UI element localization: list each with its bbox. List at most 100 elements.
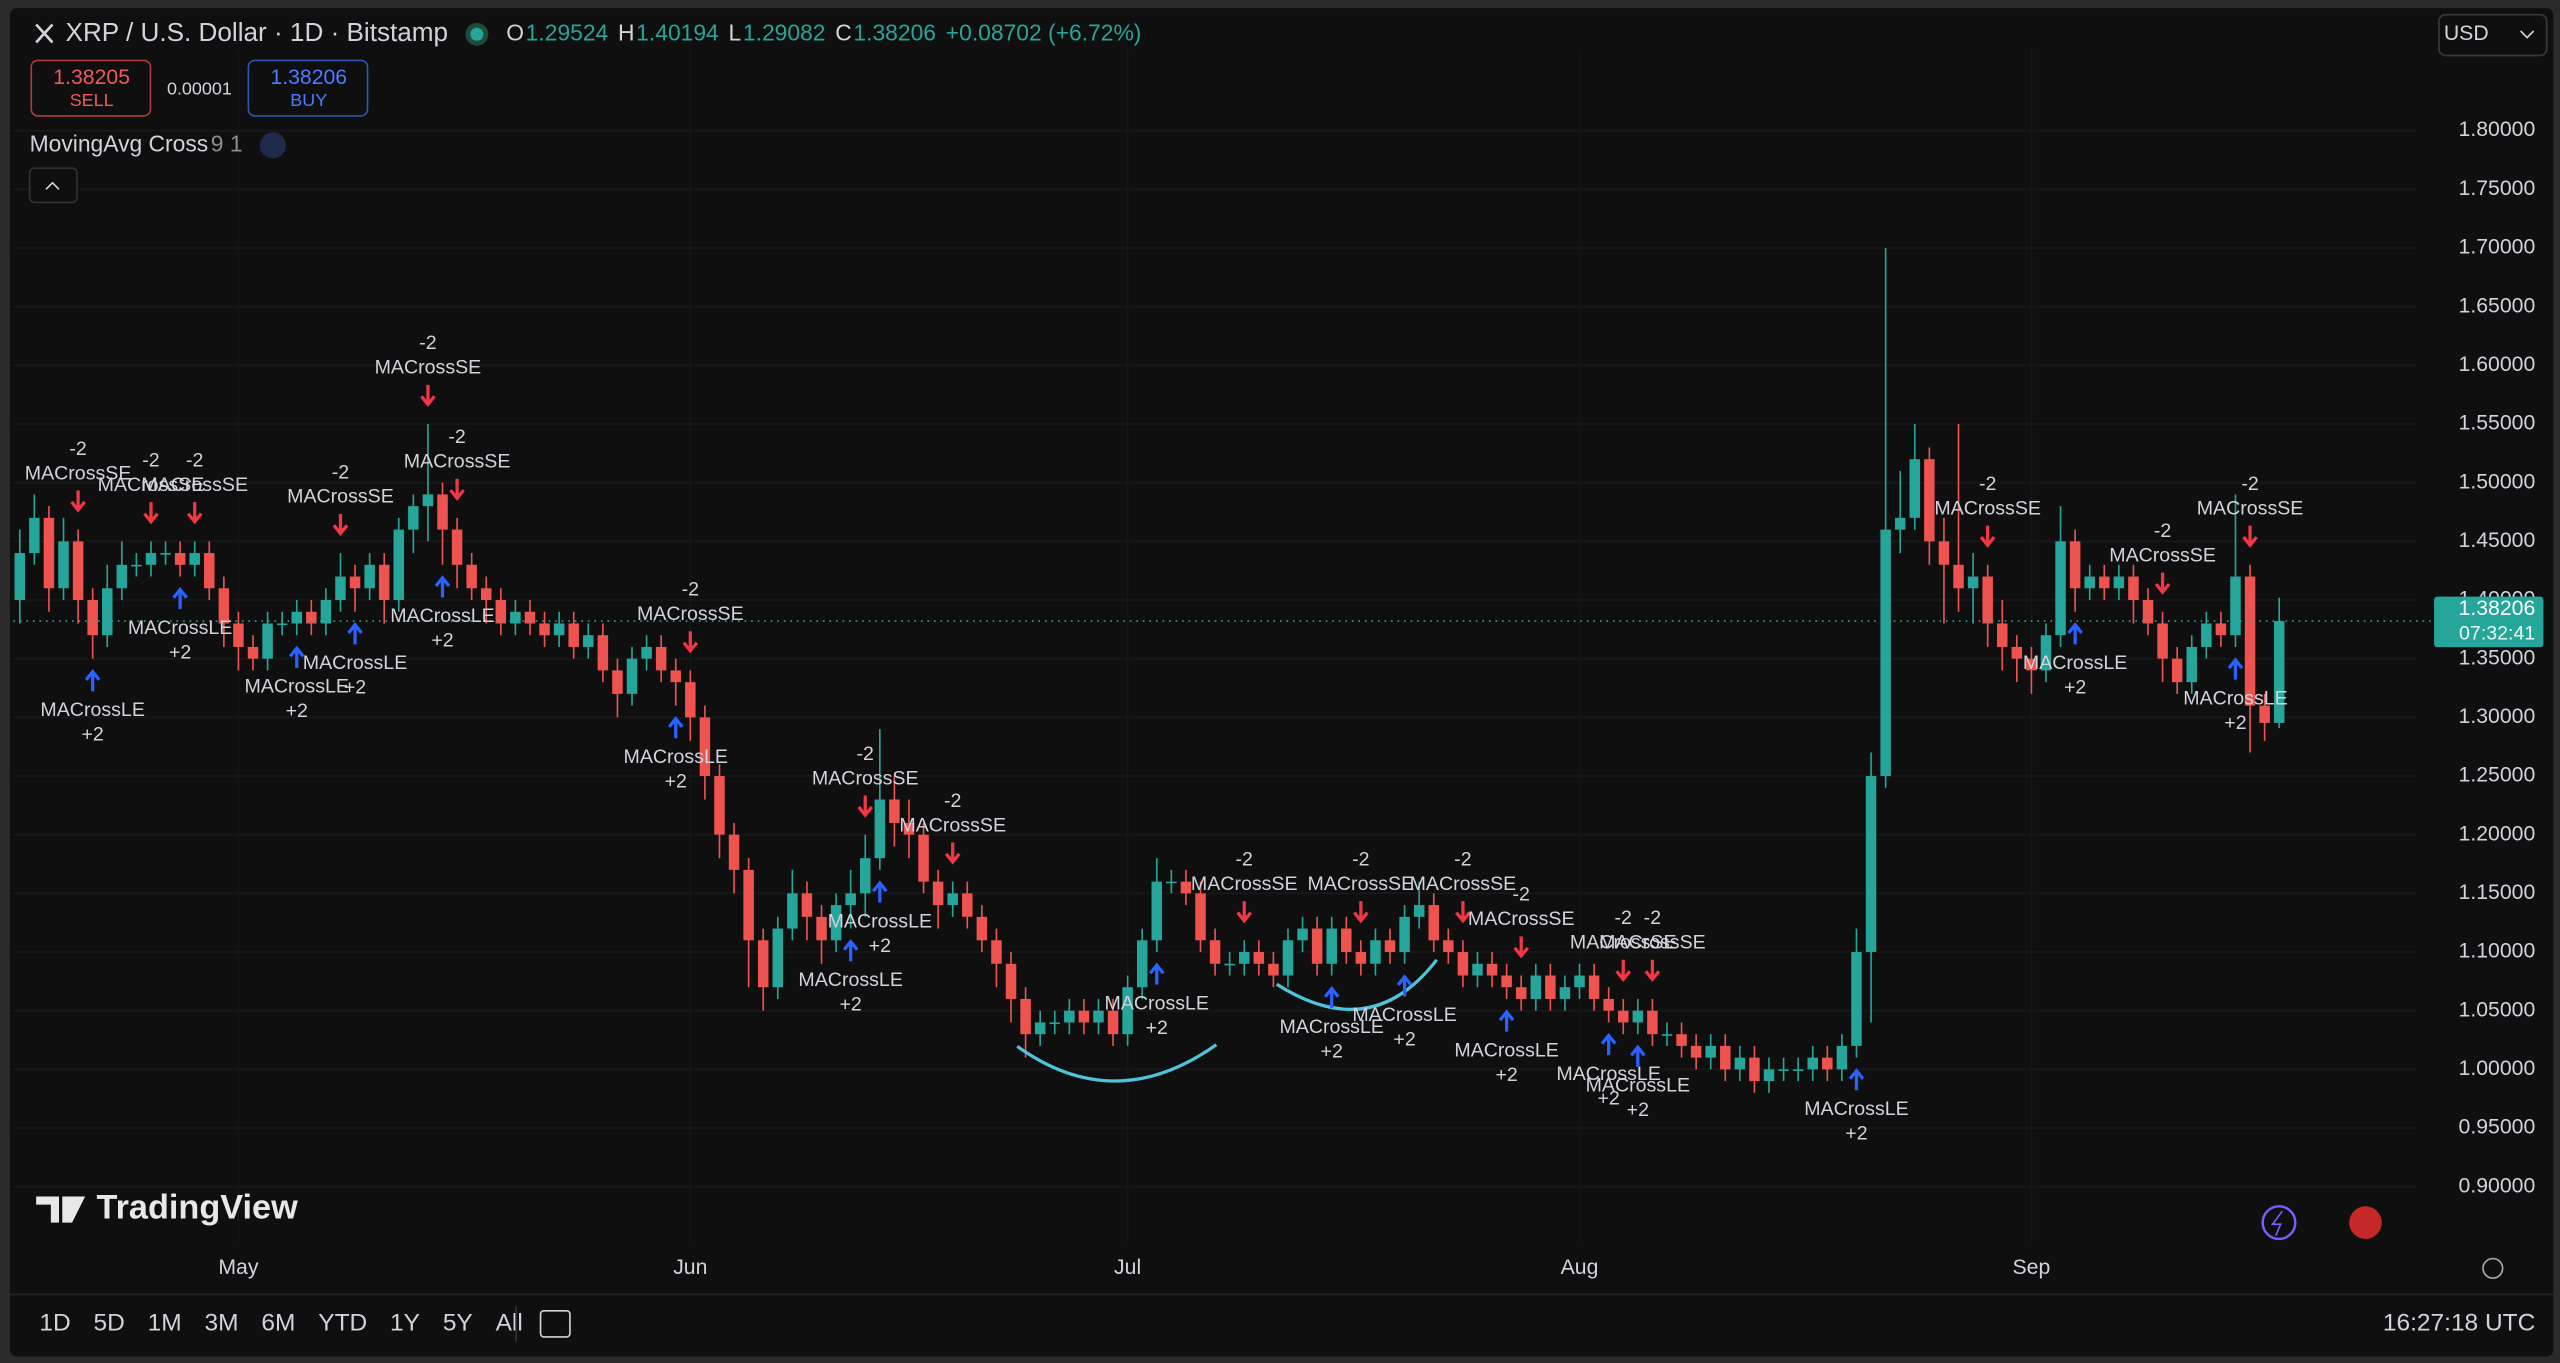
candle-body	[524, 611, 536, 624]
x-tick-label: Sep	[2013, 1256, 2051, 1279]
close-icon[interactable]	[35, 23, 54, 44]
candle-body	[1632, 1010, 1644, 1023]
bolt	[2270, 1210, 2283, 1236]
candle-body	[101, 588, 113, 636]
sell-button[interactable]	[30, 59, 152, 117]
indicator-icon[interactable]	[259, 132, 286, 159]
signal-qty: +2	[869, 935, 891, 957]
timeframe-button[interactable]: 5Y	[443, 1309, 473, 1336]
clock: 16:27:18 UTC	[2383, 1309, 2535, 1336]
timeframe-button[interactable]: 6M	[261, 1309, 295, 1336]
candle-body	[1617, 1010, 1629, 1023]
signal-arrow-short	[857, 795, 874, 818]
candle-body	[1253, 952, 1265, 964]
signal-arrow-short	[944, 842, 961, 865]
signal-name: MACrossSE	[812, 767, 919, 789]
candle-body	[29, 517, 40, 554]
candle-body	[262, 623, 273, 659]
timeframe-button[interactable]: 3M	[205, 1309, 239, 1336]
signal-name: MACrossSE	[1599, 932, 1706, 954]
candle-body	[816, 916, 827, 941]
candle-body	[612, 670, 623, 694]
candle-body	[1734, 1057, 1746, 1070]
collapse-button[interactable]	[28, 167, 78, 204]
candle-body	[1996, 623, 2008, 647]
signal-qty: -2	[69, 438, 86, 460]
signal-qty: -2	[1352, 848, 1369, 870]
candle-body	[962, 893, 973, 917]
candle-body	[204, 553, 215, 589]
candle-body	[1093, 1010, 1104, 1023]
candle-body	[1720, 1045, 1731, 1070]
candle-body	[480, 588, 492, 601]
candle-body	[306, 611, 317, 624]
candle-body	[787, 893, 798, 929]
settings-icon[interactable]	[2482, 1257, 2504, 1279]
timeframe-toolbar: 1D 5D 1M 3M 6M YTD 1Y 5Y All	[39, 1309, 522, 1336]
timeframe-button[interactable]: All	[496, 1309, 523, 1336]
candle-body	[408, 506, 419, 530]
candle-body	[14, 553, 26, 601]
axes: 0.90000 0.95000 1.00000 1.05000 1.10000 1.150…	[218, 118, 2544, 1279]
candle-body	[1763, 1069, 1775, 1082]
timeframe-button[interactable]: 1D	[39, 1309, 70, 1336]
signal-arrow-short	[682, 631, 699, 654]
candle-body	[685, 682, 696, 718]
candle-body	[1064, 1010, 1075, 1023]
ohlc-legend: O 1.29524 H 1.40194 L 1.29082 C 1.38206 +0.08702…	[506, 19, 1141, 45]
candle-body	[1268, 963, 1279, 976]
candle-body	[1005, 963, 1017, 999]
candle-body	[1909, 459, 1921, 518]
candle-body	[1676, 1034, 1687, 1046]
ohlc-label: H	[618, 19, 635, 45]
signal-arrow-long	[2227, 657, 2244, 680]
signal-name: MACrossLE	[828, 910, 932, 932]
signal-qty: +2	[431, 630, 453, 652]
timeframe-button[interactable]: YTD	[318, 1309, 367, 1336]
candle-body	[1778, 1069, 1789, 1072]
candle-body	[845, 893, 856, 906]
timeframe-button[interactable]: 1Y	[390, 1309, 420, 1336]
candle-body	[932, 881, 944, 906]
signal-arrow-short	[1644, 959, 1661, 982]
y-tick-label: 1.30000	[2459, 705, 2536, 728]
candle-body	[1647, 1010, 1658, 1035]
candle-body	[1982, 576, 1993, 624]
candle-body	[757, 940, 769, 988]
candle-body	[335, 576, 346, 601]
signal-qty: -2	[1979, 473, 1996, 495]
candle-body	[1807, 1057, 1818, 1070]
candle-body	[1938, 541, 1950, 565]
candle-body	[1603, 998, 1614, 1011]
action-icon[interactable]	[2261, 1205, 2297, 1241]
signal-name: MACrossSE	[98, 474, 205, 496]
ohlc-change: +0.08702 (+6.72%)	[946, 19, 1142, 45]
candle-body	[1355, 952, 1367, 964]
flag-icon[interactable]	[2349, 1206, 2382, 1239]
candle-body	[1311, 928, 1323, 964]
signal-qty: -2	[1454, 848, 1471, 870]
y-tick-label: 1.10000	[2459, 940, 2536, 963]
currency-select[interactable]	[2438, 13, 2548, 57]
y-tick-label: 1.65000	[2459, 294, 2536, 317]
buy-button[interactable]	[247, 59, 369, 117]
candle-body	[728, 834, 740, 870]
signal-qty: +2	[1845, 1123, 1867, 1145]
calendar-icon[interactable]	[539, 1309, 571, 1338]
candle-body	[1224, 963, 1235, 966]
candle-body	[655, 646, 667, 671]
signal-qty: -2	[142, 450, 159, 472]
signal-name: MACrossSE	[141, 474, 248, 496]
timeframe-button[interactable]: 1M	[148, 1309, 182, 1336]
candle-body	[2273, 621, 2285, 723]
grid	[13, 48, 2417, 1241]
signal-arrow-short	[449, 478, 465, 501]
timeframe-button[interactable]: 5D	[94, 1309, 125, 1336]
candle-body	[801, 893, 813, 917]
signal-arrow-long	[2067, 622, 2083, 645]
signal-name: MACrossSE	[637, 603, 744, 625]
signal-qty: +2	[82, 724, 104, 746]
x-tick-label: Aug	[1561, 1256, 1599, 1279]
